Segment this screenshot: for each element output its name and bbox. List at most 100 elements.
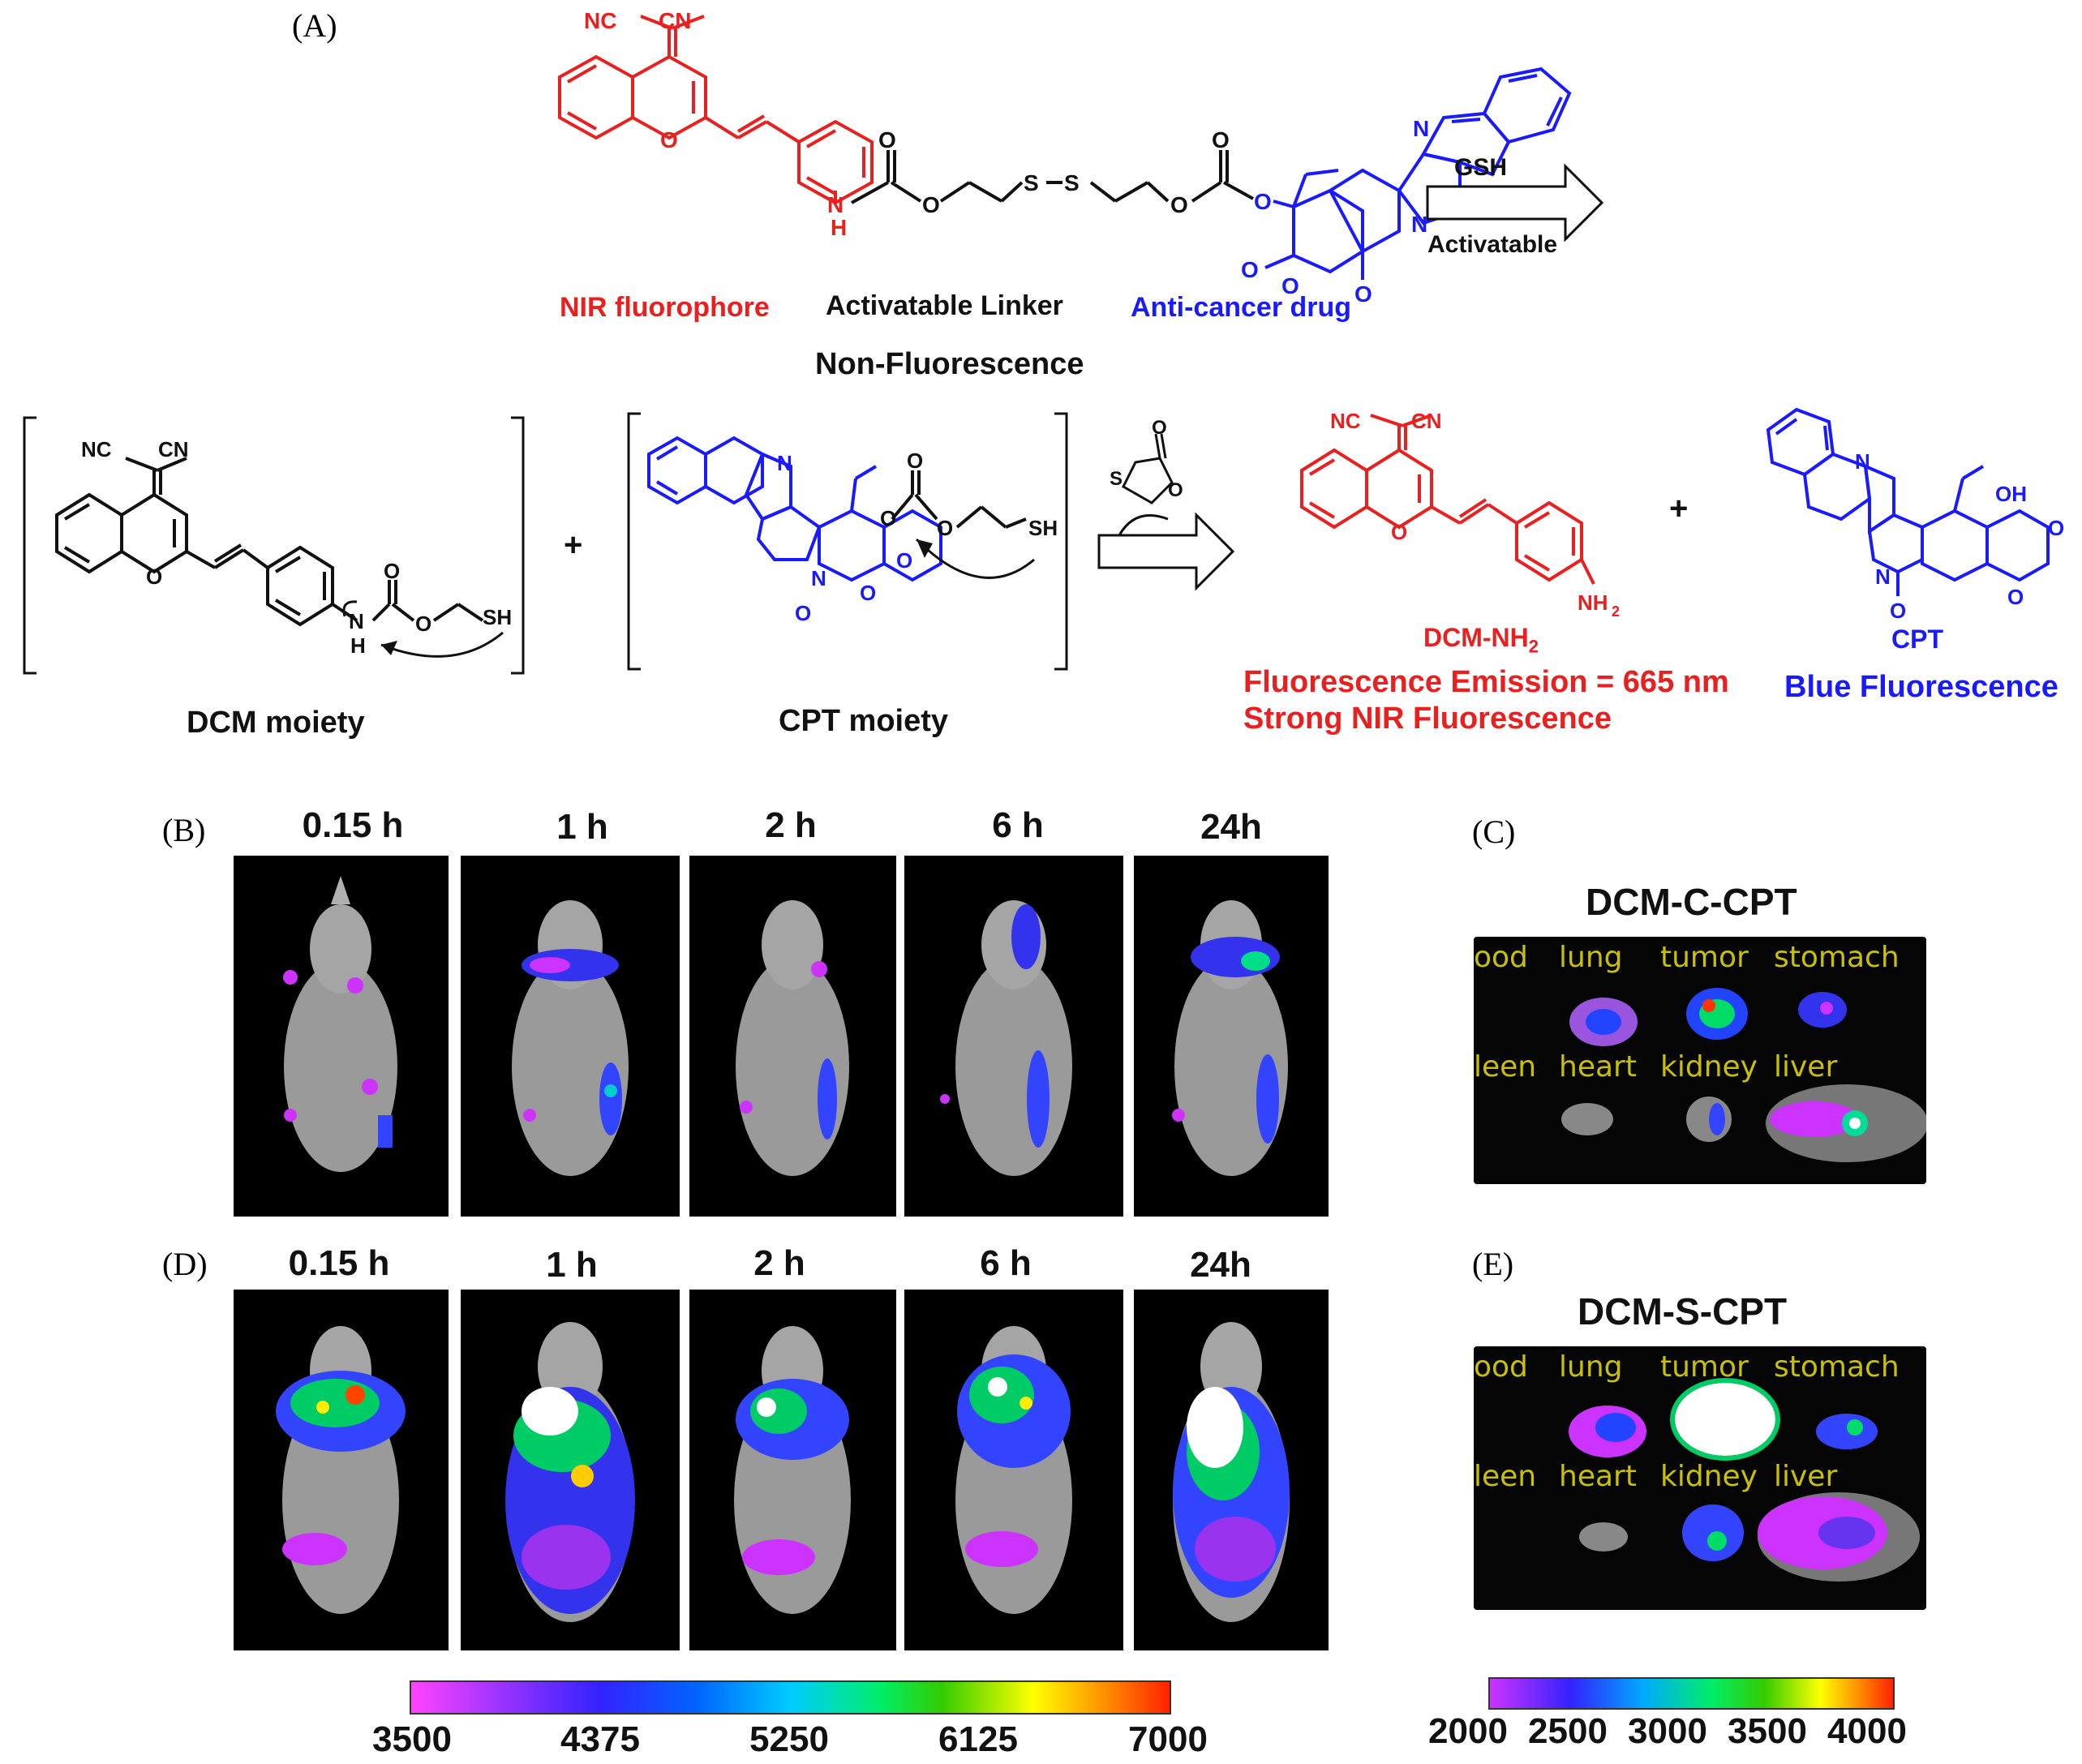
svg-text:O: O xyxy=(1890,599,1906,623)
svg-text:S: S xyxy=(1110,468,1123,490)
label-fluorescence-emission: Fluorescence Emission = 665 nm xyxy=(1243,665,1729,699)
svg-text:O: O xyxy=(1168,479,1183,501)
svg-text:O: O xyxy=(1254,189,1272,214)
dcm-moiety-structure xyxy=(55,457,484,627)
label-anti-cancer-drug: Anti-cancer drug xyxy=(1131,292,1352,323)
label-non-fluorescence: Non-Fluorescence xyxy=(815,347,1084,381)
plus-sign-products: + xyxy=(1669,491,1689,526)
panel-c-title: DCM-C-CPT xyxy=(1586,881,1797,923)
panel-d-mouse-image xyxy=(461,1290,680,1650)
prodrug-fluorophore-structure xyxy=(558,15,874,205)
panel-d-time-4: 6 h xyxy=(980,1243,1032,1283)
panel-e-letter: (E) xyxy=(1472,1246,1514,1282)
dcm-moiety-bracket xyxy=(23,416,525,675)
svg-text:O: O xyxy=(2007,585,2024,609)
organ-label-blood: ood xyxy=(1474,941,1528,974)
dcm-curved-arrow xyxy=(380,631,504,658)
atom-h: H xyxy=(831,215,847,240)
panel-e-organ-image: ood lung tumor stomach leen heart kidney… xyxy=(1474,1346,1926,1610)
colorbar-right-tick: 3500 xyxy=(1728,1711,1807,1751)
organ-label-liver: liver xyxy=(1774,1050,1838,1084)
panel-b-mouse-image xyxy=(689,856,896,1217)
dcm-nh2-structure xyxy=(1300,414,1595,585)
panel-b-mouse-image xyxy=(461,856,680,1217)
colorbar-left-tick: 3500 xyxy=(372,1719,452,1759)
panel-c-letter: (C) xyxy=(1472,813,1516,850)
dcm-nh2-name: DCM-NH xyxy=(1423,623,1529,652)
panel-b-mouse-image xyxy=(1134,856,1329,1217)
panel-e-title: DCM-S-CPT xyxy=(1578,1290,1788,1333)
panel-b-time-5: 24h xyxy=(1200,807,1262,847)
panel-d-mouse-image xyxy=(904,1290,1123,1650)
panel-b-time-3: 2 h xyxy=(765,805,817,845)
panel-d-mouse-image xyxy=(689,1290,896,1650)
atom-o: O xyxy=(660,127,678,152)
organ-label-stomach: stomach xyxy=(1774,941,1900,974)
organ-label-spleen: leen xyxy=(1474,1050,1537,1084)
label-dcm-nh2: DCM-NH2 xyxy=(1423,623,1539,657)
svg-text:O: O xyxy=(922,192,940,217)
svg-text:N: N xyxy=(1413,116,1429,141)
svg-text:N: N xyxy=(1875,564,1891,589)
svg-text:O: O xyxy=(1170,192,1188,217)
label-cpt-moiety: CPT moiety xyxy=(779,704,949,738)
cpt-moiety-structure xyxy=(647,436,942,582)
svg-text:O: O xyxy=(146,564,162,589)
colorbar-left-tick: 6125 xyxy=(938,1719,1018,1759)
svg-text:O: O xyxy=(878,127,896,152)
panel-d-time-3: 2 h xyxy=(753,1243,805,1283)
svg-text:2: 2 xyxy=(1612,603,1620,620)
svg-text:O: O xyxy=(384,559,400,583)
svg-text:NC: NC xyxy=(81,437,112,461)
panel-d-mouse-image xyxy=(234,1290,449,1650)
svg-text:O: O xyxy=(1152,417,1167,439)
svg-text:H: H xyxy=(350,633,366,658)
colorbar-right-tick: 2500 xyxy=(1528,1711,1608,1751)
panel-d-mouse-image xyxy=(1134,1290,1329,1650)
svg-text:O: O xyxy=(937,516,953,540)
label-dcm-moiety: DCM moiety xyxy=(187,706,365,740)
organ-label-lung: lung xyxy=(1559,1350,1623,1384)
panel-b-time-1: 0.15 h xyxy=(302,805,404,845)
organ-label-kidney: kidney xyxy=(1660,1050,1758,1084)
svg-text:O: O xyxy=(860,581,876,605)
cyclization-arrow xyxy=(1097,512,1235,591)
colorbar-left-tick: 5250 xyxy=(749,1719,829,1759)
svg-text:O: O xyxy=(1281,273,1299,298)
organ-label-stomach: stomach xyxy=(1774,1350,1900,1384)
organ-label-blood: ood xyxy=(1474,1350,1528,1384)
organ-label-heart: heart xyxy=(1559,1460,1637,1493)
svg-text:O: O xyxy=(880,506,896,530)
svg-text:O: O xyxy=(1354,281,1372,307)
label-strong-nir: Strong NIR Fluorescence xyxy=(1243,702,1612,736)
arrow-label-gsh: GSH xyxy=(1454,154,1508,181)
panel-b-mouse-image xyxy=(904,856,1123,1217)
atom-cn: CN xyxy=(659,8,691,33)
svg-text:N: N xyxy=(1411,212,1427,237)
panel-d-time-2: 1 h xyxy=(546,1245,598,1285)
panel-b-time-2: 1 h xyxy=(556,807,608,847)
panel-b-letter: (B) xyxy=(162,812,206,848)
svg-text:O: O xyxy=(415,612,431,636)
prodrug-linker-structure xyxy=(851,150,1254,204)
cpt-product-structure xyxy=(1766,407,2050,596)
organ-label-lung: lung xyxy=(1559,941,1623,974)
panel-d-time-1: 0.15 h xyxy=(288,1243,390,1283)
atom-n: N xyxy=(827,192,844,217)
colorbar-right xyxy=(1488,1677,1895,1710)
organ-label-spleen: leen xyxy=(1474,1460,1537,1493)
svg-text:O: O xyxy=(907,449,923,473)
svg-text:S: S xyxy=(1024,170,1039,195)
activation-arrow xyxy=(1426,163,1604,242)
panel-d-time-5: 24h xyxy=(1190,1245,1251,1285)
label-nir-fluorophore: NIR fluorophore xyxy=(560,292,770,323)
colorbar-right-tick: 2000 xyxy=(1428,1711,1508,1751)
svg-text:NC: NC xyxy=(1330,409,1361,433)
organ-label-liver: liver xyxy=(1774,1460,1838,1493)
label-blue-fluorescence: Blue Fluorescence xyxy=(1784,670,2058,704)
svg-text:O: O xyxy=(795,601,811,625)
colorbar-right-tick: 3000 xyxy=(1628,1711,1707,1751)
panel-b-time-4: 6 h xyxy=(992,805,1044,845)
label-cpt: CPT xyxy=(1891,624,1943,654)
colorbar-left-tick: 7000 xyxy=(1128,1719,1208,1759)
